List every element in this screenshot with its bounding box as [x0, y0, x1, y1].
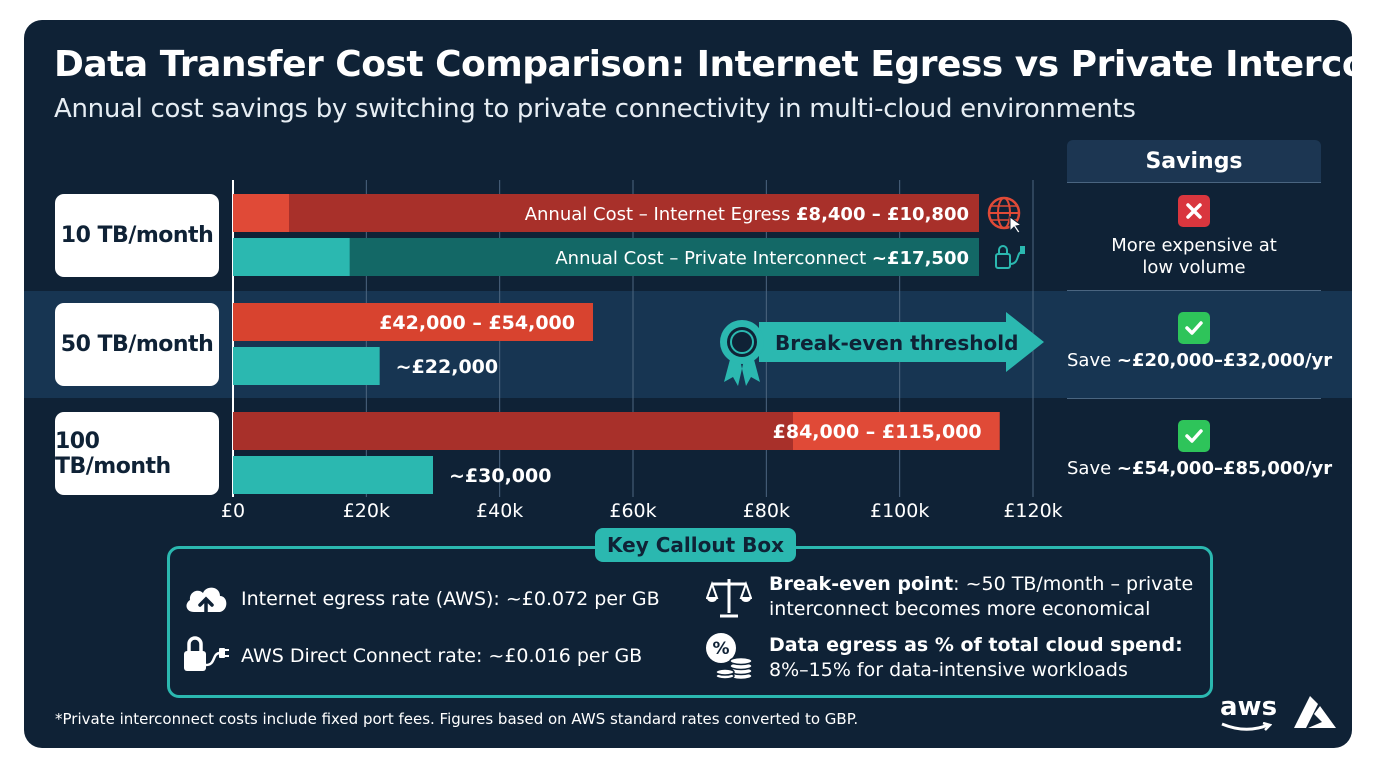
svg-text:%: %	[712, 639, 729, 659]
check-icon	[1178, 312, 1210, 344]
value-label-interconnect: ~£17,500	[872, 248, 969, 269]
bar-interconnect-10tb	[233, 238, 979, 276]
row-label-10tb: 10 TB/month	[55, 194, 219, 277]
scales-icon	[705, 576, 753, 622]
savings-divider	[1067, 290, 1321, 291]
callout-break-even-text: : ~50 TB/month – private	[953, 573, 1194, 595]
lock-plug-icon	[995, 245, 1025, 269]
value-label-egress: £8,400 – £10,800	[796, 204, 969, 225]
savings-amount: ~£54,000–£85,000/yr	[1116, 458, 1333, 479]
bar-label-interconnect-10tb: Annual Cost – Private Interconnect ~£17,…	[555, 248, 969, 269]
check-icon	[1178, 420, 1210, 452]
series-name-interconnect: Annual Cost – Private Interconnect	[555, 248, 872, 269]
bar-egress-10tb-range	[233, 194, 289, 232]
arrow-shape	[759, 312, 1044, 372]
value-label-egress-50tb: £42,000 – £54,000	[379, 312, 575, 334]
savings-text: More expensive at low volume	[1111, 235, 1277, 278]
callout-title: Key Callout Box	[595, 528, 796, 562]
award-badge-icon	[720, 320, 764, 386]
cloud-upload-icon	[182, 580, 230, 622]
bar-interconnect-10tb-value	[233, 238, 350, 276]
bar-interconnect-100tb	[233, 456, 433, 494]
row-label-50tb: 50 TB/month	[55, 303, 219, 386]
savings-amount: ~£20,000–£32,000/yr	[1116, 350, 1333, 371]
series-name-egress: Annual Cost – Internet Egress	[525, 204, 796, 225]
callout-break-even: Break-even point: ~50 TB/month – private…	[769, 572, 1193, 622]
aws-logo-text: aws	[1220, 692, 1278, 722]
lock-plug-icon	[182, 633, 230, 681]
savings-text: Save ~£20,000–£32,000/yr	[1067, 350, 1332, 372]
bar-egress-100tb-range	[793, 412, 1000, 450]
x-tick-label: £20k	[343, 500, 390, 522]
savings-row-10tb: More expensive at low volume	[1067, 195, 1321, 279]
callout-egress-share-line2: 8%–15% for data-intensive workloads	[769, 659, 1128, 681]
bar-label-egress-10tb: Annual Cost – Internet Egress £8,400 – £…	[525, 204, 969, 225]
callout-break-even-bold: Break-even point	[769, 573, 954, 595]
callout-direct-connect-rate: AWS Direct Connect rate: ~£0.016 per GB	[241, 645, 643, 667]
callout-egress-share: Data egress as % of total cloud spend: 8%…	[769, 633, 1183, 683]
aws-logo: aws	[1220, 692, 1278, 731]
bar-egress-50tb	[233, 303, 593, 341]
bar-interconnect-50tb	[233, 347, 380, 385]
globe-icon	[987, 196, 1023, 234]
percent-coins-icon: %	[705, 632, 755, 684]
chart-subtitle: Annual cost savings by switching to priv…	[54, 94, 1136, 124]
callout-egress-rate: Internet egress rate (AWS): ~£0.072 per …	[241, 588, 660, 610]
savings-prefix: Save	[1067, 458, 1117, 479]
azure-logo	[1292, 696, 1338, 734]
cross-icon	[1178, 195, 1210, 227]
callout-break-even-line2: interconnect becomes more economical	[769, 598, 1151, 620]
chart-title: Data Transfer Cost Comparison: Internet …	[54, 44, 1352, 85]
value-label-interconnect-100tb: ~£30,000	[449, 465, 551, 487]
savings-divider	[1067, 398, 1321, 399]
callout-egress-share-bold: Data egress as % of total cloud spend:	[769, 634, 1183, 656]
value-label-interconnect-50tb: ~£22,000	[396, 356, 498, 378]
x-tick-label: £60k	[609, 500, 656, 522]
savings-prefix: Save	[1067, 350, 1117, 371]
footnote: *Private interconnect costs include fixe…	[55, 710, 859, 728]
x-tick-label: £40k	[476, 500, 523, 522]
savings-header: Savings	[1067, 140, 1321, 182]
x-tick-label: £120k	[1003, 500, 1062, 522]
infographic-panel: Data Transfer Cost Comparison: Internet …	[24, 20, 1352, 748]
savings-divider	[1067, 182, 1321, 183]
savings-row-100tb: Save ~£54,000–£85,000/yr	[1067, 420, 1332, 480]
break-even-arrow	[759, 312, 1044, 372]
savings-row-50tb: Save ~£20,000–£32,000/yr	[1067, 312, 1332, 372]
row-label-100tb: 100 TB/month	[55, 412, 219, 495]
x-tick-label: £100k	[870, 500, 929, 522]
break-even-label: Break-even threshold	[775, 331, 1018, 355]
bar-chart: £0 £20k £40k £60k £80k £100k £120k Annual Cost …	[221, 180, 1063, 522]
value-label-egress-100tb: £84,000 – £115,000	[773, 421, 982, 443]
x-tick-label: £0	[221, 500, 245, 522]
savings-text: Save ~£54,000–£85,000/yr	[1067, 458, 1332, 480]
bar-egress-10tb	[233, 194, 979, 232]
x-tick-label: £80k	[743, 500, 790, 522]
